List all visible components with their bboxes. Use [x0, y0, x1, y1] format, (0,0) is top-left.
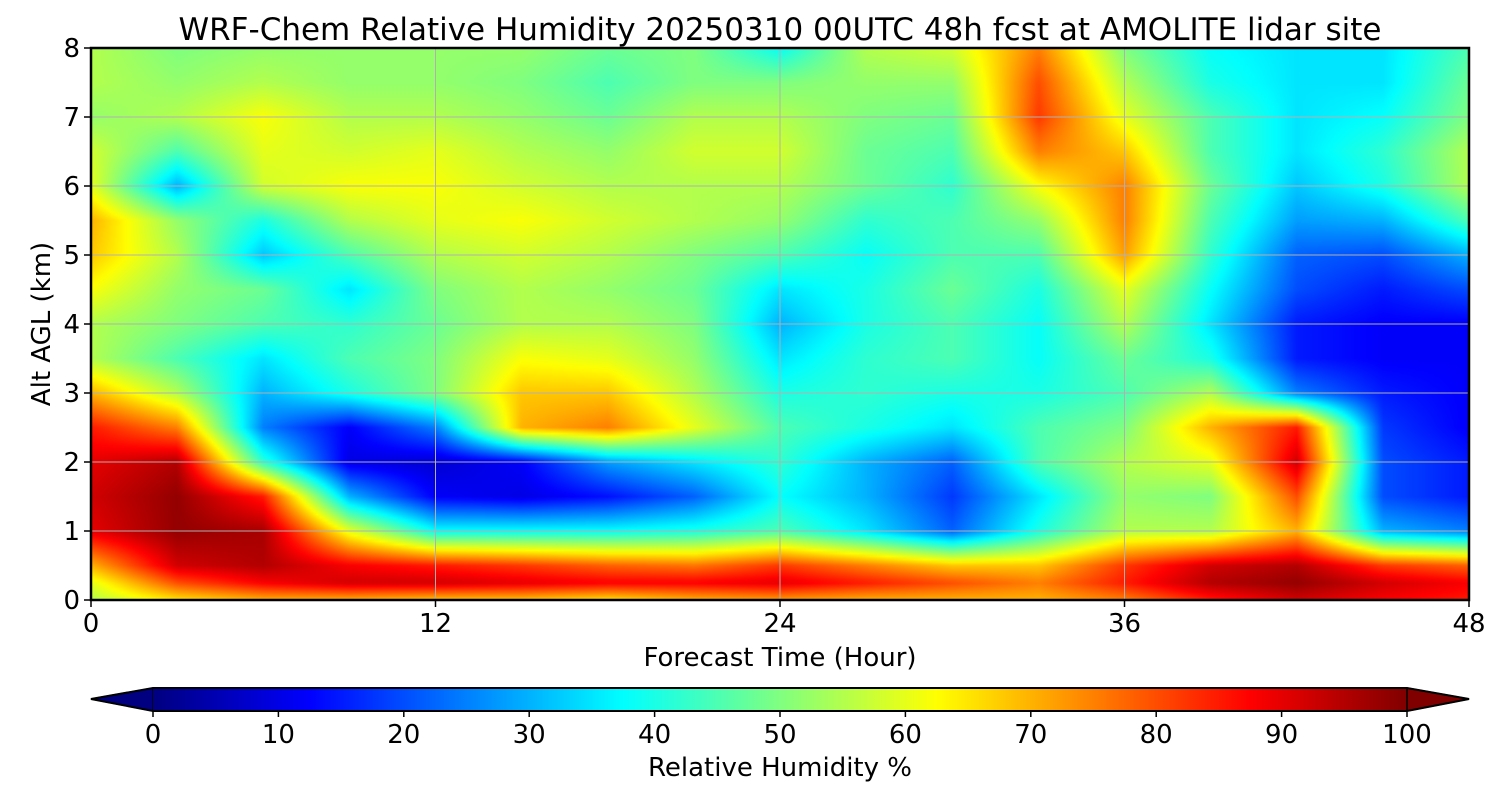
y-axis-label: Alt AGL (km): [27, 242, 57, 406]
y-tick-label: 0: [63, 586, 80, 616]
x-tick-label: 24: [763, 609, 796, 639]
colorbar-ticks: 0 10 20 30 40 50 60 70 80 90 100: [145, 711, 1432, 750]
y-axis-ticks: 0 1 2 3 4 5 6 7 8: [63, 34, 91, 616]
colorbar-tick-label: 10: [262, 720, 295, 750]
colorbar-extend-low: [90, 687, 154, 712]
y-tick-label: 2: [63, 448, 80, 478]
colorbar-label: Relative Humidity %: [648, 753, 912, 783]
x-tick-label: 12: [419, 609, 452, 639]
y-tick-label: 4: [63, 310, 80, 340]
colorbar-tick-label: 0: [145, 720, 162, 750]
colorbar-tick-label: 60: [889, 720, 922, 750]
colorbar-tick-label: 50: [763, 720, 796, 750]
colorbar-tick-label: 30: [513, 720, 546, 750]
y-tick-label: 5: [63, 241, 80, 271]
y-tick-label: 8: [63, 34, 80, 64]
x-axis-label: Forecast Time (Hour): [643, 643, 916, 673]
colorbar: 0 10 20 30 40 50 60 70 80 90 100 Relative Humidity…: [90, 687, 1470, 783]
y-tick-label: 3: [63, 379, 80, 409]
x-axis-ticks: 0 12 24 36 48: [83, 600, 1486, 639]
y-tick-label: 7: [63, 103, 80, 133]
y-tick-label: 6: [63, 172, 80, 202]
x-tick-label: 48: [1452, 609, 1485, 639]
colorbar-extend-high: [1406, 687, 1470, 712]
colorbar-tick-label: 40: [638, 720, 671, 750]
colorbar-fill: [153, 688, 1407, 711]
colorbar-tick-label: 20: [387, 720, 420, 750]
colorbar-tick-label: 90: [1265, 720, 1298, 750]
colorbar-tick-label: 100: [1382, 720, 1432, 750]
colorbar-tick-label: 70: [1014, 720, 1047, 750]
chart-title: WRF-Chem Relative Humidity 20250310 00UT…: [178, 12, 1381, 48]
x-tick-label: 0: [83, 609, 100, 639]
y-tick-label: 1: [63, 517, 80, 547]
colorbar-tick-label: 80: [1140, 720, 1173, 750]
x-tick-label: 36: [1108, 609, 1141, 639]
